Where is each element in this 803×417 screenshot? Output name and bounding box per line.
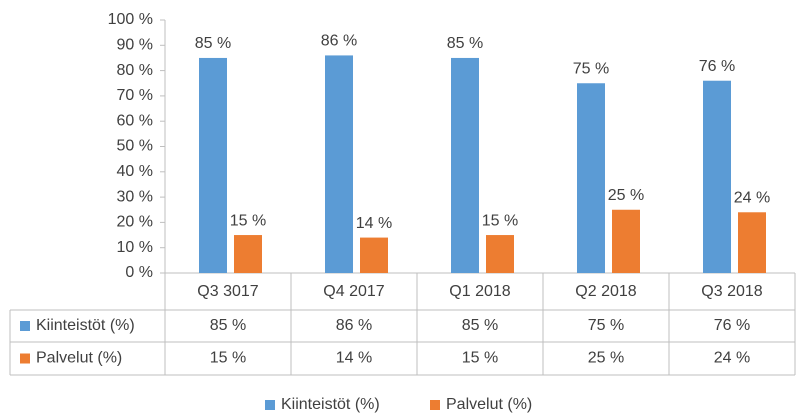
table-cell: 76 % xyxy=(714,317,750,334)
bar xyxy=(325,55,353,273)
table-legend-key xyxy=(20,321,30,331)
table-cell: 15 % xyxy=(462,350,498,367)
y-tick-label: 100 % xyxy=(108,11,153,28)
data-label: 15 % xyxy=(482,212,518,229)
y-tick-label: 50 % xyxy=(117,138,153,155)
data-label: 75 % xyxy=(573,60,609,77)
legend-key xyxy=(265,400,275,410)
data-label: 86 % xyxy=(321,33,357,50)
table-cell: 85 % xyxy=(210,317,246,334)
y-tick-label: 0 % xyxy=(125,264,153,281)
table-cell: 24 % xyxy=(714,350,750,367)
y-tick-label: 10 % xyxy=(117,239,153,256)
table-row-label: Kiinteistöt (%) xyxy=(36,317,135,334)
y-tick-label: 40 % xyxy=(117,163,153,180)
bar xyxy=(199,57,227,274)
x-tick-label: Q2 2018 xyxy=(575,283,636,300)
data-label: 24 % xyxy=(734,189,770,206)
bar xyxy=(234,235,262,273)
data-label: 85 % xyxy=(195,35,231,52)
bar xyxy=(577,83,605,273)
y-tick-label: 30 % xyxy=(117,188,153,205)
table-cell: 15 % xyxy=(210,350,246,367)
table-legend-key xyxy=(20,353,30,364)
legend-label: Palvelut (%) xyxy=(446,396,532,413)
bar xyxy=(486,235,514,273)
y-tick-label: 60 % xyxy=(117,112,153,129)
y-tick-label: 90 % xyxy=(117,37,153,54)
bar xyxy=(703,80,731,273)
bar xyxy=(451,57,479,274)
data-label: 15 % xyxy=(230,212,266,229)
y-tick-label: 80 % xyxy=(117,62,153,79)
table-cell: 75 % xyxy=(588,317,624,334)
bar xyxy=(360,237,388,273)
x-tick-label: Q3 3017 xyxy=(197,283,258,300)
y-tick-label: 70 % xyxy=(117,87,153,104)
x-tick-label: Q4 2017 xyxy=(323,283,384,300)
x-tick-label: Q3 2018 xyxy=(701,283,762,300)
data-label: 14 % xyxy=(356,215,392,232)
x-tick-label: Q1 2018 xyxy=(449,283,510,300)
table-row-label: Palvelut (%) xyxy=(36,350,122,367)
table-cell: 25 % xyxy=(588,350,624,367)
y-tick-label: 20 % xyxy=(117,214,153,231)
table-cell: 86 % xyxy=(336,317,372,334)
bar xyxy=(738,212,766,273)
data-label: 85 % xyxy=(447,35,483,52)
legend-key xyxy=(430,400,440,410)
legend-label: Kiinteistöt (%) xyxy=(281,396,380,413)
table-cell: 85 % xyxy=(462,317,498,334)
data-label: 76 % xyxy=(699,58,735,75)
data-label: 25 % xyxy=(608,187,644,204)
table-cell: 14 % xyxy=(336,350,372,367)
bar xyxy=(612,209,640,273)
